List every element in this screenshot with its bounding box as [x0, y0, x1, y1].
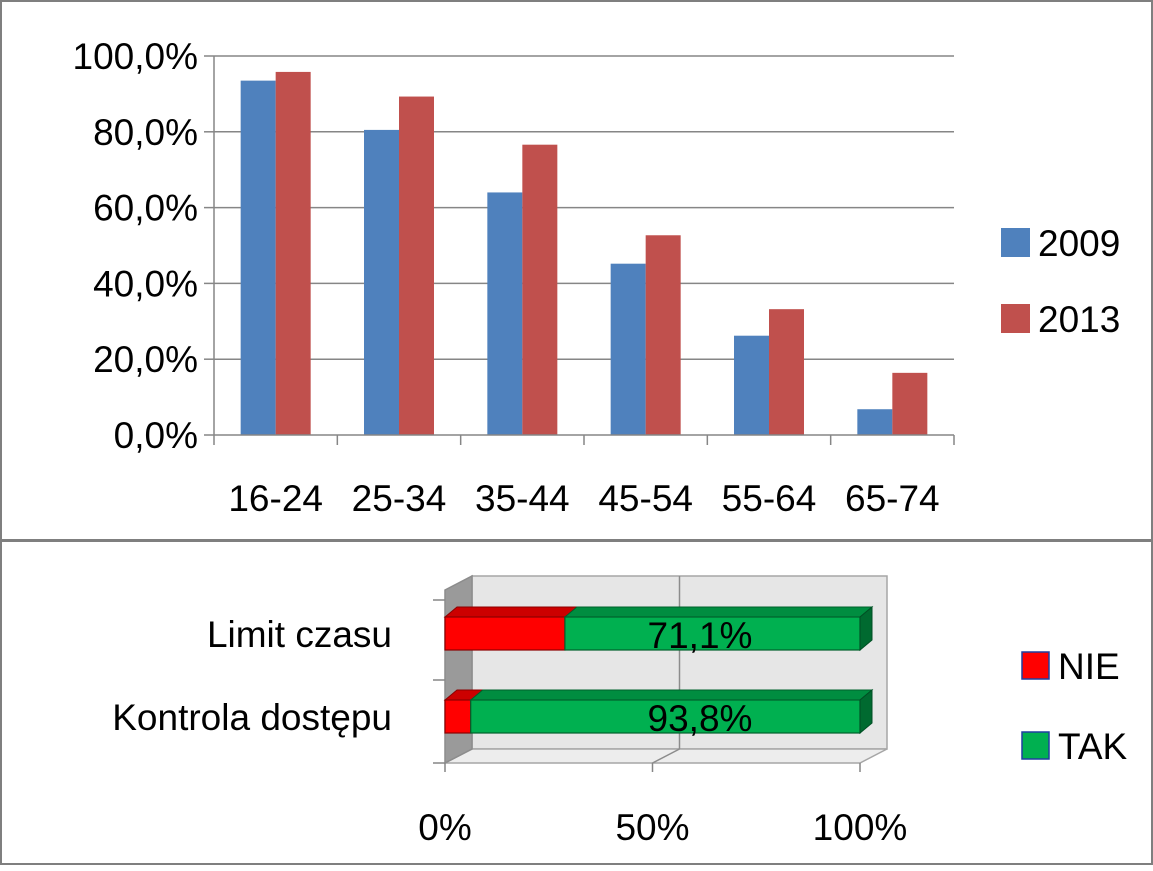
legend-label: TAK	[1058, 726, 1128, 767]
legend-label: 2013	[1038, 299, 1120, 340]
legend-swatch-NIE	[1021, 651, 1050, 680]
data-label: 93,8%	[648, 698, 753, 739]
bar-2013-16-24	[275, 71, 311, 435]
bar-NIE-Limit czasu	[444, 616, 566, 651]
top-panel-frame	[0, 0, 1153, 541]
bar-2009-45-54	[610, 263, 646, 435]
legend-label: 2009	[1038, 223, 1120, 264]
y-tick-label: Kontrola dostępu	[112, 697, 392, 738]
y-tick-label: 40,0%	[93, 263, 198, 304]
legend-swatch-2013	[1001, 304, 1030, 333]
side-wall	[444, 574, 473, 765]
legend-swatch-2009	[1001, 228, 1030, 257]
y-tick-label: Limit czasu	[207, 614, 392, 655]
age-bar-chart: 0,0% 20,0% 40,0% 60,0% 80,0% 100,0% 16-24 25-34…	[73, 36, 1121, 519]
y-tick-label: 0,0%	[114, 415, 198, 456]
bar-2009-35-44	[487, 192, 523, 435]
bar-2013-65-74	[892, 372, 928, 435]
x-tick-label: 35-44	[475, 478, 570, 519]
y-tick-label: 100,0%	[73, 36, 199, 77]
bar-2009-25-34	[364, 129, 399, 435]
bar-2013-55-64	[769, 309, 804, 435]
stacked-3d-bar-chart: 0% 50% 100% 71,1% Limit czasu 93,8% Kontrola d…	[112, 574, 1128, 848]
bar-2009-16-24	[240, 80, 276, 435]
bar-2013-25-34	[399, 96, 434, 435]
y-tick-label: 60,0%	[93, 188, 198, 229]
x-tick-label: 0%	[418, 807, 471, 848]
legend-label: NIE	[1058, 646, 1120, 687]
x-tick-label: 25-34	[352, 478, 447, 519]
bar-TAK-Kontrola dostępu	[470, 699, 861, 734]
bar-top-NIE-Limit czasu	[443, 606, 579, 618]
bar-2013-45-54	[645, 235, 681, 435]
x-tick-label: 16-24	[228, 478, 323, 519]
x-tick-label: 45-54	[598, 478, 693, 519]
data-label: 71,1%	[648, 615, 753, 656]
bar-end-Limit czasu	[859, 605, 873, 652]
x-tick-label: 100%	[813, 807, 908, 848]
bar-end-Kontrola dostępu	[859, 688, 873, 735]
x-tick-label: 50%	[615, 807, 689, 848]
bar-NIE-Kontrola dostępu	[444, 699, 472, 734]
legend-swatch-TAK	[1021, 731, 1050, 760]
bar-2009-55-64	[734, 335, 769, 435]
x-tick-label: 65-74	[845, 478, 940, 519]
bar-TAK-Limit czasu	[564, 616, 861, 651]
bar-2013-35-44	[522, 144, 558, 435]
bar-2009-65-74	[857, 409, 893, 435]
y-tick-label: 20,0%	[93, 339, 198, 380]
floor-gridline	[652, 748, 680, 764]
y-tick-label: 80,0%	[93, 112, 198, 153]
x-tick-label: 55-64	[722, 478, 817, 519]
